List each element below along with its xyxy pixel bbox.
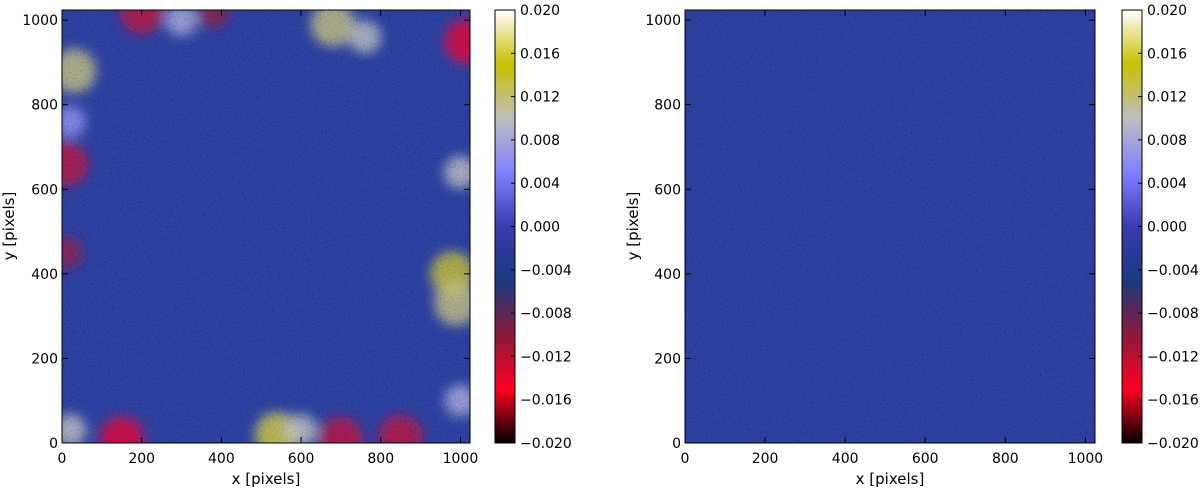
colorbar-tick-label: 0.012 <box>520 90 560 106</box>
colorbar-tick-label: −0.016 <box>520 393 572 409</box>
colorbar-tick-label: 0.004 <box>1147 176 1187 192</box>
colorbar-tick-label: −0.004 <box>520 263 572 279</box>
colorbar-tick-label: −0.004 <box>1147 263 1199 279</box>
y-tick-label: 0 <box>672 436 681 452</box>
y-tick-label: 600 <box>654 182 681 198</box>
heatmap-left-texture <box>62 10 470 443</box>
heatmap-right-ylabel: y [pixels] <box>624 192 642 261</box>
heatmap-right-axes: 0 200 400 600 800 1000 0 200 400 600 800 1000 <box>645 10 1103 467</box>
y-tick-label: 1000 <box>645 13 681 29</box>
x-tick-label: 0 <box>681 451 690 467</box>
colorbar-tick-label: 0.008 <box>1147 133 1187 149</box>
x-tick-label: 400 <box>832 451 859 467</box>
heatmap-left-ylabel: y [pixels] <box>0 192 18 261</box>
x-tick-label: 200 <box>752 451 779 467</box>
colorbar-tick-label: 0.020 <box>1147 3 1187 19</box>
colorbar-tick-label: −0.020 <box>1147 436 1199 452</box>
colorbar-tick-label: 0.004 <box>520 176 560 192</box>
heatmap-right-texture <box>685 10 1095 443</box>
colorbar-tick-label: −0.008 <box>1147 306 1199 322</box>
x-tick-label: 800 <box>992 451 1019 467</box>
colorbar-right-ticks: 0.020 0.016 0.012 0.008 0.004 0.000 −0.004 −0.0… <box>1138 3 1199 452</box>
x-tick-label: 600 <box>288 451 315 467</box>
x-tick-label: 200 <box>128 451 155 467</box>
colorbar-left-ticks: 0.020 0.016 0.012 0.008 0.004 0.000 −0.004 −0.0… <box>511 3 572 452</box>
y-tick-label: 200 <box>31 351 58 367</box>
heatmap-right-xlabel: x [pixels] <box>856 470 925 488</box>
x-tick-label: 1000 <box>443 451 479 467</box>
colorbar-tick-label: −0.020 <box>520 436 572 452</box>
colorbar-tick-label: 0.012 <box>1147 90 1187 106</box>
x-tick-label: 400 <box>208 451 235 467</box>
y-tick-label: 400 <box>31 267 58 283</box>
y-tick-label: 0 <box>49 436 58 452</box>
heatmap-left: 0 200 400 600 800 1000 0 200 400 600 800 1000 x [pi… <box>0 9 478 488</box>
colorbar-tick-label: −0.012 <box>520 349 572 365</box>
x-tick-label: 600 <box>912 451 939 467</box>
heatmap-left-frame <box>61 9 471 444</box>
heatmap-right-frame <box>684 9 1096 444</box>
x-tick-label: 800 <box>367 451 394 467</box>
colorbar-tick-label: −0.016 <box>1147 393 1199 409</box>
colorbar-tick-label: 0.016 <box>1147 46 1187 62</box>
colorbar-tick-label: 0.008 <box>520 133 560 149</box>
colorbar-tick-label: −0.008 <box>520 306 572 322</box>
y-tick-label: 800 <box>654 98 681 114</box>
colorbar-left: 0.020 0.016 0.012 0.008 0.004 0.000 −0.004 −0.0… <box>494 3 572 452</box>
colorbar-right: 0.020 0.016 0.012 0.008 0.004 0.000 −0.004 −0.0… <box>1121 3 1199 452</box>
colorbar-tick-label: 0.000 <box>520 220 560 236</box>
heatmap-right: 0 200 400 600 800 1000 0 200 400 600 800 1000 x [pi… <box>624 9 1103 488</box>
colorbar-tick-label: 0.000 <box>1147 220 1187 236</box>
heatmap-left-xlabel: x [pixels] <box>232 470 301 488</box>
y-tick-label: 1000 <box>22 13 58 29</box>
heatmap-left-axes: 0 200 400 600 800 1000 0 200 400 600 800 1000 <box>22 10 478 467</box>
y-tick-label: 600 <box>31 182 58 198</box>
y-tick-label: 200 <box>654 351 681 367</box>
colorbar-tick-label: 0.020 <box>520 3 560 19</box>
x-tick-label: 1000 <box>1068 451 1104 467</box>
y-tick-label: 400 <box>654 267 681 283</box>
x-tick-label: 0 <box>58 451 67 467</box>
y-tick-label: 800 <box>31 98 58 114</box>
colorbar-tick-label: −0.012 <box>1147 349 1199 365</box>
colorbar-tick-label: 0.016 <box>520 46 560 62</box>
